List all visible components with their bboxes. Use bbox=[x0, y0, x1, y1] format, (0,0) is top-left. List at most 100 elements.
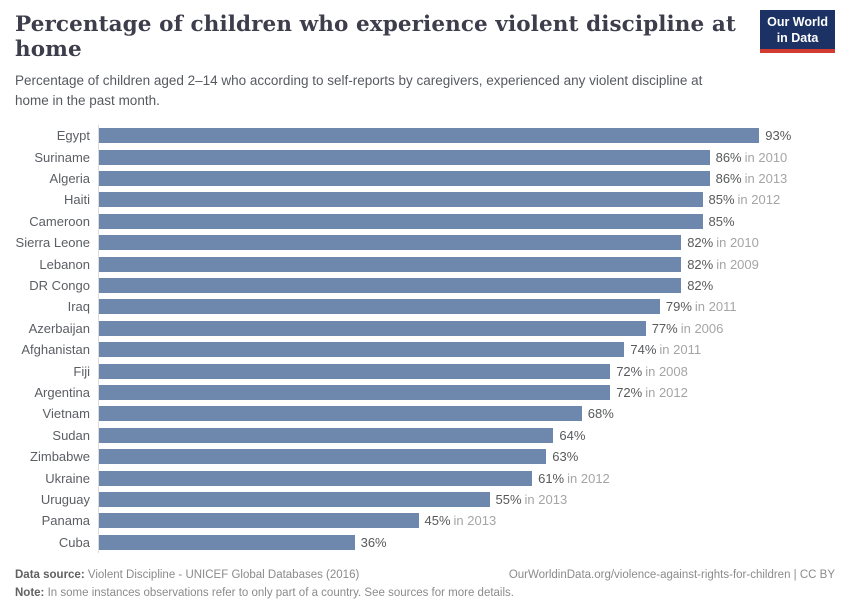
bar[interactable] bbox=[99, 299, 660, 315]
bar[interactable] bbox=[99, 534, 355, 550]
country-label: Algeria bbox=[49, 171, 90, 187]
data-source-label: Data source: bbox=[15, 568, 85, 581]
bar[interactable] bbox=[99, 128, 760, 144]
bar-row: Lebanon 82% in 2009 bbox=[15, 253, 835, 275]
bar[interactable] bbox=[99, 491, 490, 507]
bar-row: Cuba 36% bbox=[15, 531, 835, 553]
bar-row: Egypt 93% bbox=[15, 125, 835, 147]
value-label: 93% bbox=[765, 128, 792, 144]
bar-row: Zimbabwe 63% bbox=[15, 445, 835, 468]
owid-link[interactable]: OurWorldinData.org/violence-against-righ… bbox=[508, 568, 835, 581]
bar-row: Ukraine 61% in 2012 bbox=[15, 467, 835, 489]
bar[interactable] bbox=[99, 256, 682, 272]
bar-track: 79% in 2011 bbox=[98, 296, 835, 318]
country-label: Azerbaijan bbox=[28, 320, 90, 336]
bar[interactable] bbox=[99, 427, 554, 443]
bar-row: Azerbaijan 77% in 2006 bbox=[15, 317, 835, 340]
bar-row: Sudan 64% bbox=[15, 424, 835, 446]
bar-track: 68% bbox=[98, 403, 835, 425]
value-label: 36% bbox=[360, 534, 387, 550]
year-label: in 2010 bbox=[716, 235, 759, 251]
bar-row: Cameroon 85% bbox=[15, 210, 835, 233]
value-label: 86% bbox=[715, 171, 742, 187]
year-label: in 2008 bbox=[645, 363, 688, 379]
owid-logo[interactable]: Our World in Data bbox=[760, 10, 835, 54]
bar[interactable] bbox=[99, 149, 710, 165]
bar-row: Panama 45% in 2013 bbox=[15, 510, 835, 532]
country-label: DR Congo bbox=[29, 278, 90, 294]
chart-subtitle: Percentage of children aged 2–14 who acc… bbox=[15, 73, 703, 108]
bar-row: Vietnam 68% bbox=[15, 403, 835, 425]
bar-row: Haiti 85% in 2012 bbox=[15, 189, 835, 211]
year-label: in 2009 bbox=[716, 256, 759, 272]
owid-logo-line1: Our World bbox=[767, 15, 828, 29]
bar-row: Sierra Leone 82% in 2010 bbox=[15, 232, 835, 254]
country-label: Egypt bbox=[56, 128, 90, 144]
country-label: Uruguay bbox=[40, 491, 90, 507]
bar[interactable] bbox=[99, 513, 419, 529]
bar-track: 86% in 2013 bbox=[98, 167, 835, 190]
bar-track: 61% in 2012 bbox=[98, 467, 835, 489]
country-label: Afghanistan bbox=[21, 342, 90, 358]
year-label: in 2010 bbox=[744, 149, 788, 165]
country-label: Fiji bbox=[73, 363, 90, 379]
bar-row: Suriname 86% in 2010 bbox=[15, 146, 835, 168]
bar[interactable] bbox=[99, 235, 682, 251]
bar-track: 82% in 2009 bbox=[98, 253, 835, 275]
bar[interactable] bbox=[99, 385, 611, 400]
bar[interactable] bbox=[99, 213, 703, 229]
bar-track: 72% in 2012 bbox=[98, 381, 835, 404]
value-label: 82% bbox=[687, 235, 714, 251]
country-label: Zimbabwe bbox=[30, 449, 90, 465]
bar-row: Uruguay 55% in 2013 bbox=[15, 488, 835, 511]
bar[interactable] bbox=[99, 342, 625, 358]
bar-track: 85% bbox=[98, 210, 835, 233]
bar[interactable] bbox=[99, 406, 582, 422]
bar-track: 74% in 2011 bbox=[98, 339, 835, 361]
value-label: 63% bbox=[552, 449, 579, 465]
note-text: In some instances observations refer to … bbox=[44, 587, 514, 600]
country-label: Sierra Leone bbox=[15, 235, 90, 251]
bar[interactable] bbox=[99, 449, 547, 465]
year-label: in 2013 bbox=[524, 491, 568, 507]
year-label: in 2012 bbox=[645, 385, 688, 400]
value-label: 68% bbox=[587, 406, 614, 422]
value-label: 64% bbox=[559, 427, 586, 443]
bar[interactable] bbox=[99, 363, 611, 379]
value-label: 72% bbox=[616, 363, 643, 379]
value-label: 55% bbox=[495, 491, 522, 507]
bar[interactable] bbox=[99, 278, 682, 294]
bar-track: 64% bbox=[98, 424, 835, 446]
bar-track: 77% in 2006 bbox=[98, 317, 835, 340]
country-label: Cameroon bbox=[29, 213, 90, 229]
country-label: Panama bbox=[41, 513, 90, 529]
country-label: Sudan bbox=[52, 427, 90, 443]
year-label: in 2011 bbox=[694, 299, 737, 315]
bar-track: 72% in 2008 bbox=[98, 360, 835, 382]
year-label: in 2012 bbox=[567, 470, 610, 486]
value-label: 85% bbox=[708, 192, 735, 208]
chart-header: Percentage of children who experience vi… bbox=[15, 10, 835, 110]
bar-row: Iraq 79% in 2011 bbox=[15, 296, 835, 318]
country-label: Ukraine bbox=[45, 470, 90, 486]
bar-row: Afghanistan 74% in 2011 bbox=[15, 339, 835, 361]
country-label: Suriname bbox=[34, 149, 90, 165]
bar[interactable] bbox=[99, 320, 646, 336]
bar-track: 93% bbox=[98, 125, 835, 147]
bar[interactable] bbox=[99, 171, 710, 187]
data-source-text: Violent Discipline - UNICEF Global Datab… bbox=[84, 568, 360, 581]
country-label: Lebanon bbox=[39, 256, 90, 272]
bar-chart: Egypt 93% Suriname 86% in 2010 Algeria 86% in 2… bbox=[15, 125, 835, 553]
value-label: 82% bbox=[687, 256, 714, 272]
year-label: in 2013 bbox=[453, 513, 497, 529]
bar[interactable] bbox=[99, 470, 533, 486]
value-label: 72% bbox=[616, 385, 643, 400]
value-label: 74% bbox=[630, 342, 657, 358]
year-label: in 2011 bbox=[659, 342, 702, 358]
bar-track: 63% bbox=[98, 445, 835, 468]
chart-title: Percentage of children who experience vi… bbox=[15, 12, 736, 62]
bar-track: 85% in 2012 bbox=[98, 189, 835, 211]
bar[interactable] bbox=[99, 192, 703, 208]
country-label: Haiti bbox=[63, 192, 90, 208]
